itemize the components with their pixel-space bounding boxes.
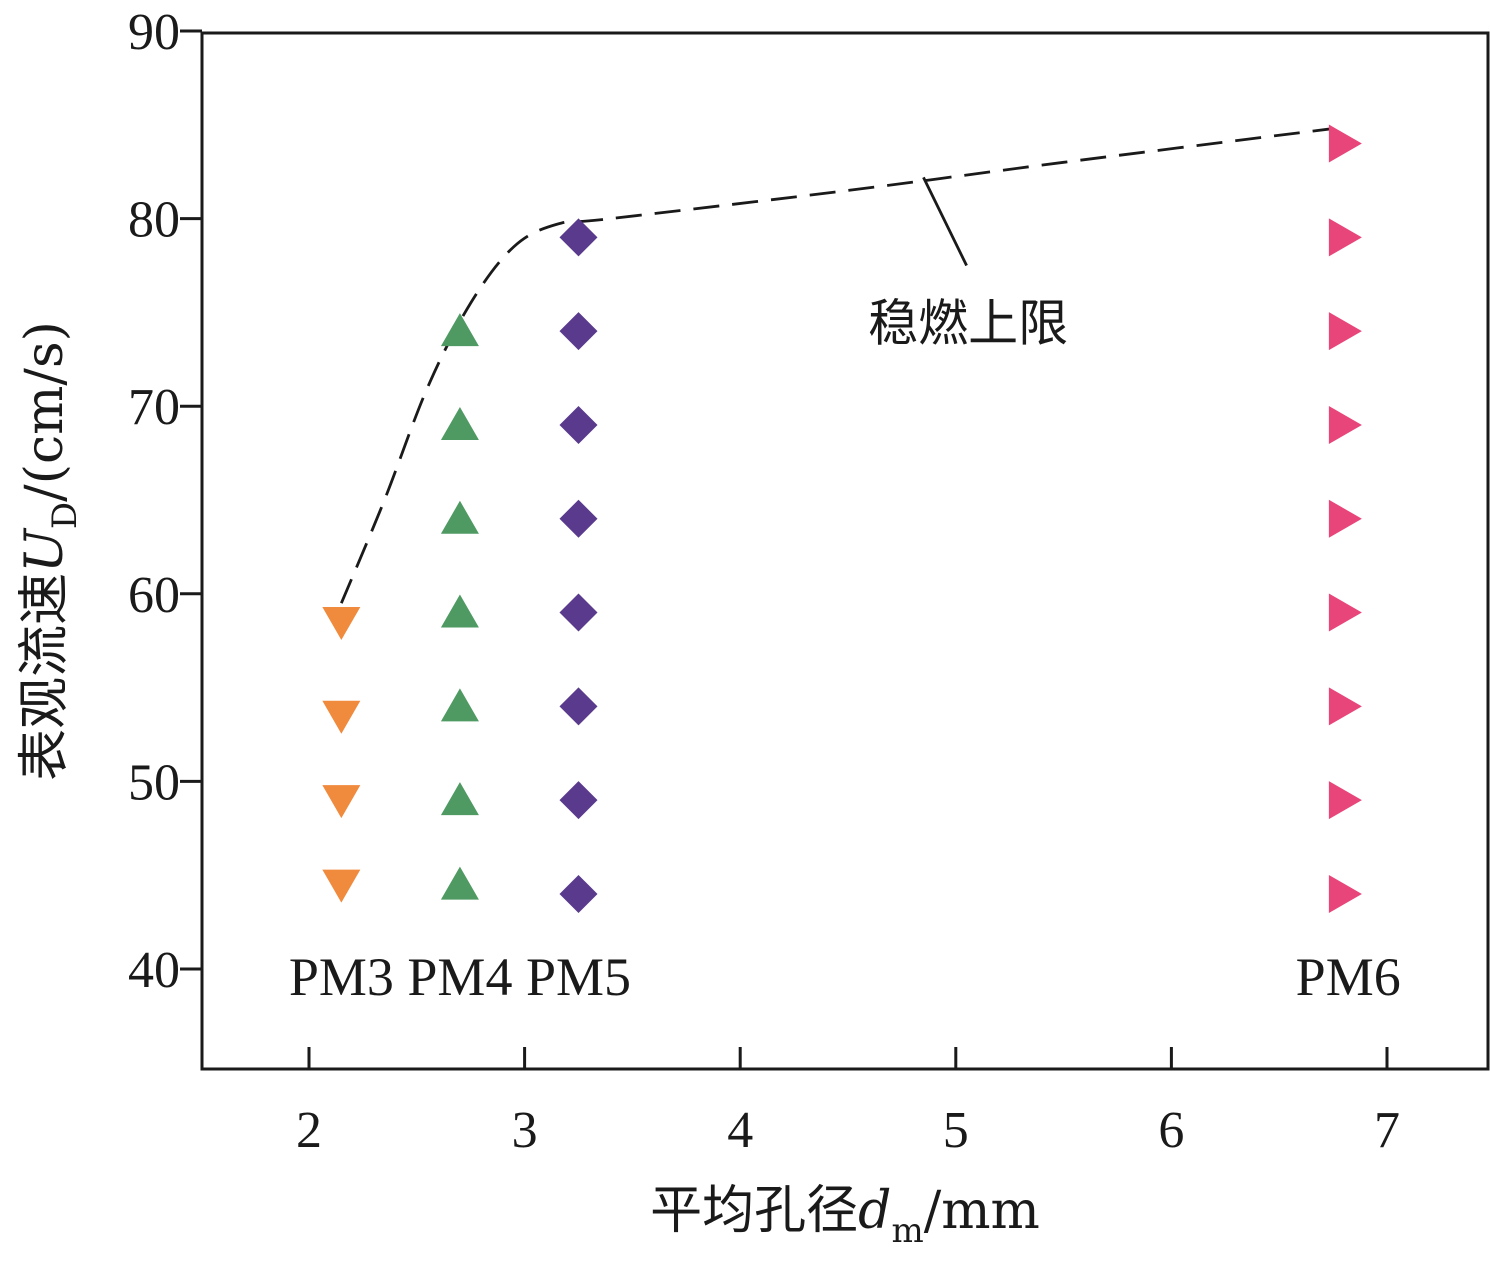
x-tick-label: 6 xyxy=(1158,1102,1184,1159)
annotation-label: 稳燃上限 xyxy=(868,295,1068,353)
y-tick-label: 50 xyxy=(128,754,180,811)
group-labels: PM3 PM4 PM5 PM6 xyxy=(289,947,1401,1007)
group-label-pm6: PM6 xyxy=(1296,947,1401,1007)
pm5-data-point xyxy=(559,874,598,913)
y-tick-label: 80 xyxy=(128,192,180,249)
x-axis-label: 平均孔径dm/mm xyxy=(650,1181,1040,1251)
y-axis-label-main: 表观流速 xyxy=(15,573,75,781)
y-axis-label-unit: /(cm/s) xyxy=(15,321,75,502)
data-markers xyxy=(322,124,1362,913)
y-tick-label: 60 xyxy=(128,567,180,624)
annotation-pointer xyxy=(922,176,968,267)
y-tick-label: 70 xyxy=(128,379,180,436)
pm6-data-point xyxy=(1328,124,1362,163)
pm5-data-point xyxy=(559,593,598,632)
pm4-data-point xyxy=(440,406,479,440)
pm4-data-point xyxy=(440,782,479,816)
group-label-pm3: PM3 xyxy=(289,947,394,1007)
pm6-data-point xyxy=(1328,405,1362,444)
pm5-data-point xyxy=(559,218,598,257)
x-tick-label: 3 xyxy=(512,1102,538,1159)
pm4-data-point xyxy=(440,594,479,628)
pm5-data-point xyxy=(559,499,598,538)
x-axis-label-main: 平均孔径 xyxy=(650,1181,858,1241)
x-tick-label: 5 xyxy=(943,1102,969,1159)
pm5-data-point xyxy=(559,781,598,820)
y-tick-label: 90 xyxy=(128,4,180,61)
y-axis-label-var: U xyxy=(15,527,75,573)
pm6-data-point xyxy=(1328,781,1362,820)
group-label-pm5: PM5 xyxy=(526,947,631,1007)
y-tick-label: 40 xyxy=(128,942,180,999)
pm6-data-point xyxy=(1328,312,1362,351)
x-tick-label: 4 xyxy=(727,1102,753,1159)
x-axis-label-sub: m xyxy=(891,1211,923,1251)
x-tick-label: 7 xyxy=(1374,1102,1400,1159)
x-axis-label-var: d xyxy=(858,1181,891,1241)
pm3-data-point xyxy=(322,869,361,903)
x-axis-label-unit: /mm xyxy=(924,1181,1040,1241)
pm6-data-point xyxy=(1328,499,1362,538)
stable-upper-limit-curve xyxy=(340,127,1334,604)
pm4-data-point xyxy=(440,313,479,347)
pm6-data-point xyxy=(1328,593,1362,632)
pm5-data-point xyxy=(559,312,598,351)
pm4-data-point xyxy=(440,688,479,722)
group-label-pm4: PM4 xyxy=(407,947,512,1007)
y-axis-label: 表观流速UD/(cm/s) xyxy=(15,321,85,781)
pm5-data-point xyxy=(559,687,598,726)
pm3-data-point xyxy=(322,606,361,640)
plot-frame xyxy=(200,31,1490,1071)
pm3-data-point xyxy=(322,700,361,734)
pm4-data-point xyxy=(440,500,479,534)
pm5-data-point xyxy=(559,405,598,444)
x-axis: 2 3 4 5 6 7 xyxy=(296,1047,1400,1159)
x-tick-label: 2 xyxy=(296,1102,322,1159)
pm4-data-point xyxy=(440,866,479,900)
pm3-data-point xyxy=(322,785,361,819)
y-axis-label-sub: D xyxy=(45,502,85,529)
pm6-data-point xyxy=(1328,874,1362,913)
y-axis: 40 50 60 70 80 90 xyxy=(128,4,202,999)
pm6-data-point xyxy=(1328,687,1362,726)
pm6-data-point xyxy=(1328,218,1362,257)
